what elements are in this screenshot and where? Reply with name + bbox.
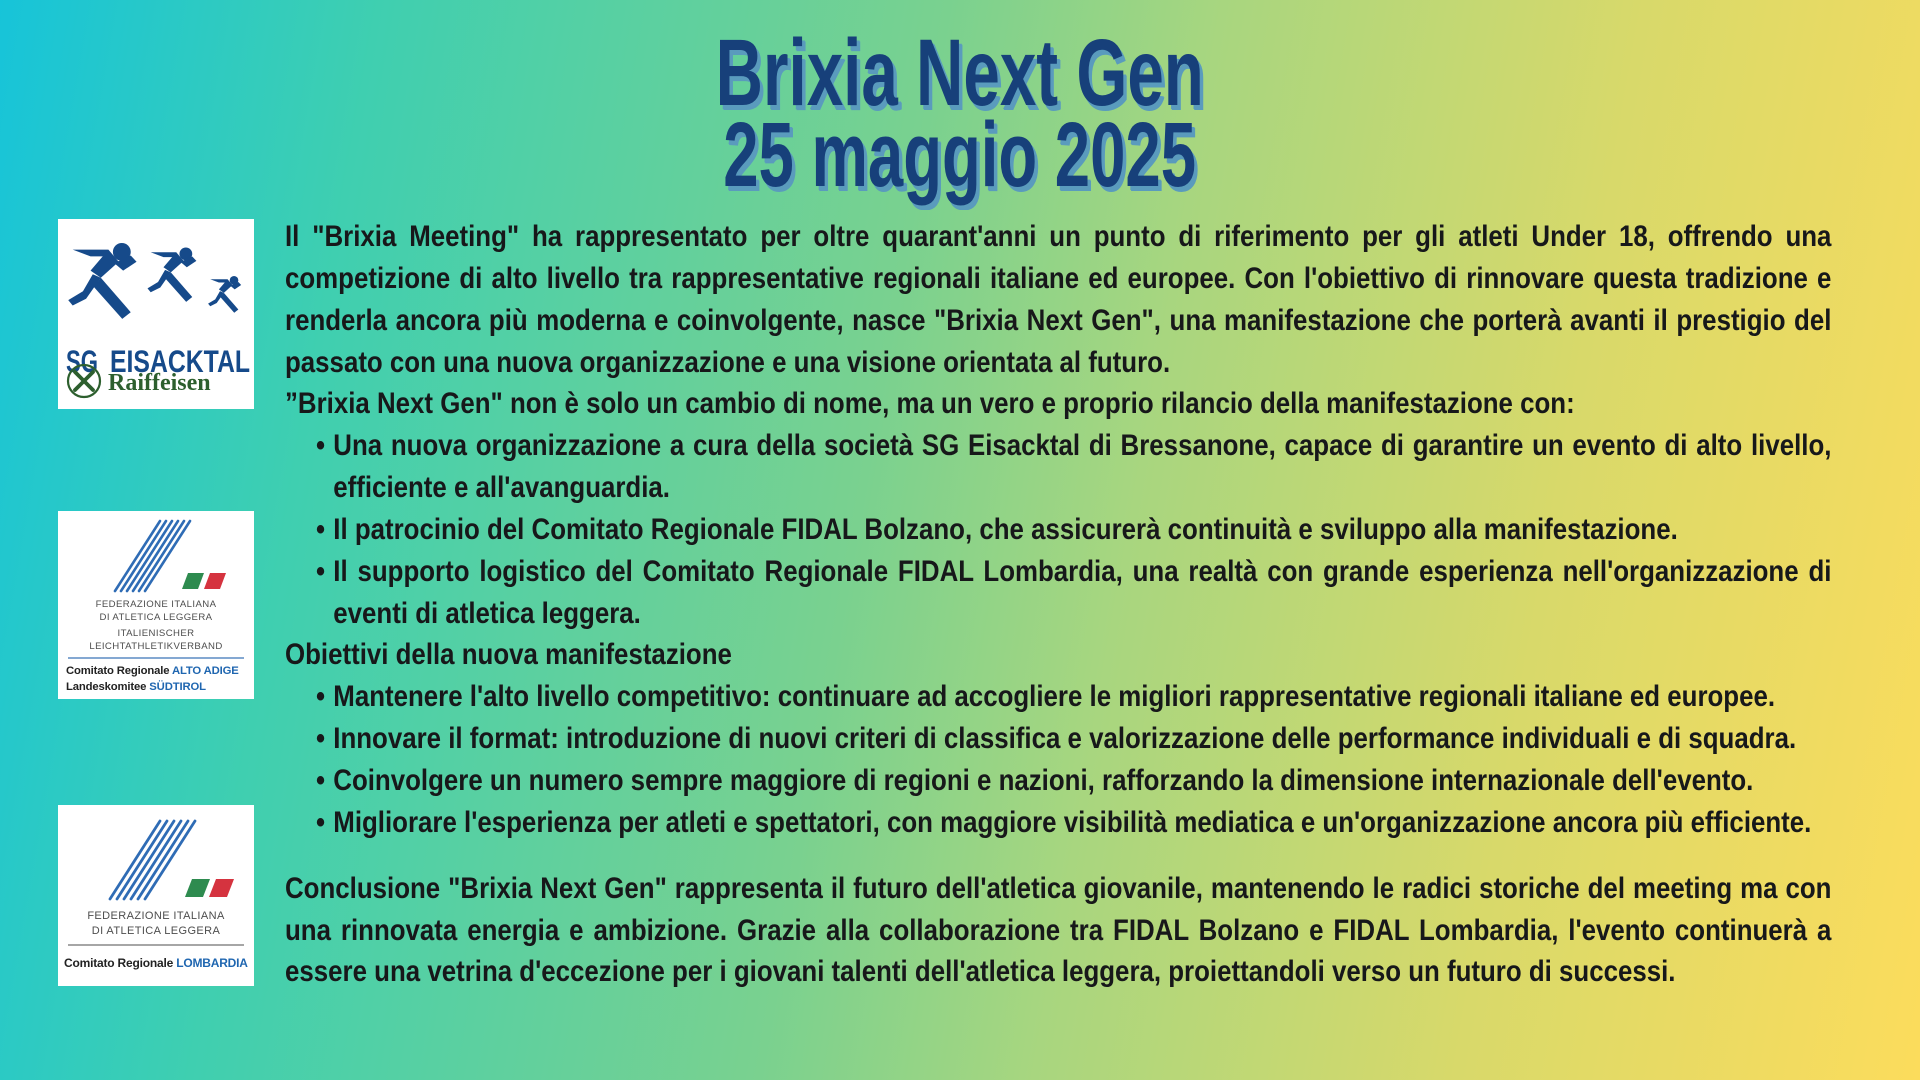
svg-text:Comitato Regionale ALTO ADIGE: Comitato Regionale ALTO ADIGE <box>66 665 239 677</box>
svg-text:LEICHTATHLETIKVERBAND: LEICHTATHLETIKVERBAND <box>89 641 222 652</box>
svg-text:Raiffeisen: Raiffeisen <box>108 370 211 396</box>
svg-text:Landeskomitee SÜDTIROL: Landeskomitee SÜDTIROL <box>66 680 206 693</box>
svg-text:Comitato Regionale LOMBARDIA: Comitato Regionale LOMBARDIA <box>64 956 248 970</box>
svg-text:DI ATLETICA LEGGERA: DI ATLETICA LEGGERA <box>92 925 221 937</box>
svg-text:ITALIENISCHER: ITALIENISCHER <box>118 628 195 639</box>
svg-text:DI ATLETICA LEGGERA: DI ATLETICA LEGGERA <box>100 612 213 623</box>
svg-text:FEDERAZIONE ITALIANA: FEDERAZIONE ITALIANA <box>87 910 225 922</box>
svg-text:FEDERAZIONE ITALIANA: FEDERAZIONE ITALIANA <box>96 599 217 610</box>
